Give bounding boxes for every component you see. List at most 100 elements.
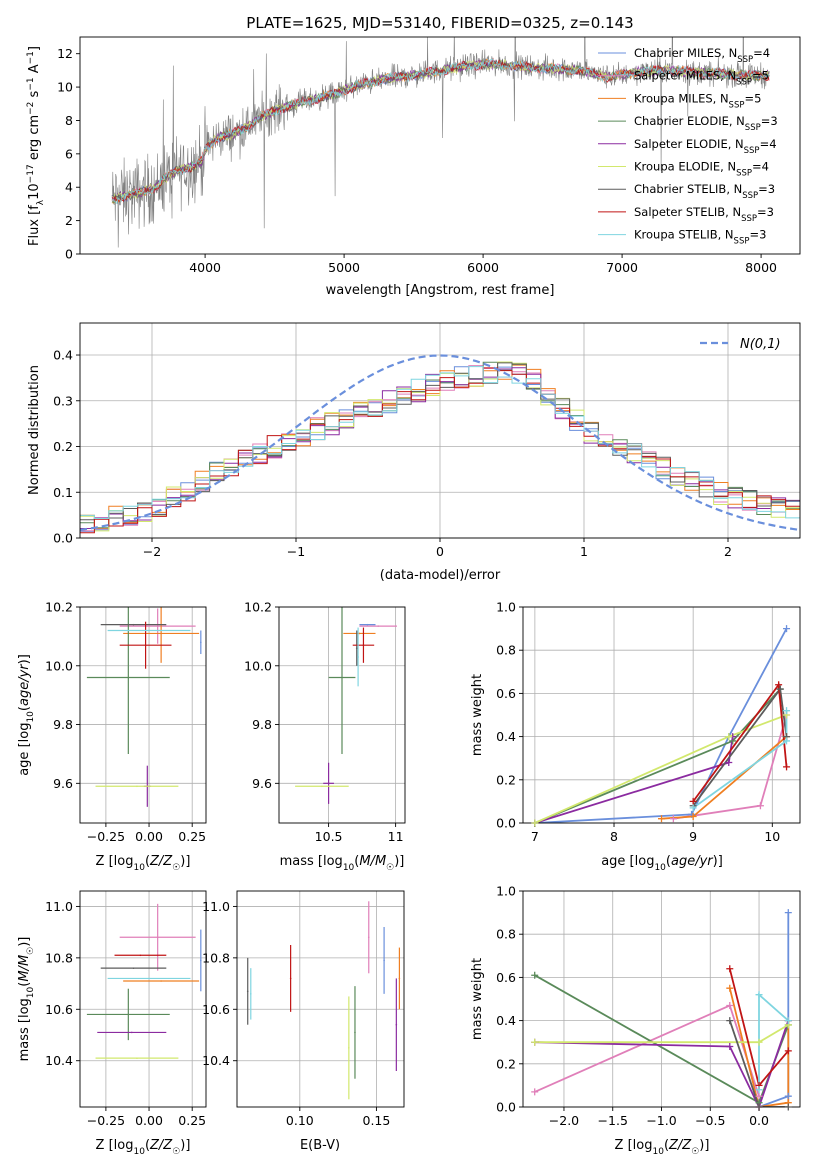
y-tick-label: 9.6	[252, 776, 272, 791]
y-tick-label: 0.4	[496, 1013, 516, 1028]
y-tick-label: 2	[65, 213, 73, 228]
weight-marker-salpeter_elodie	[725, 759, 733, 767]
label-part: )]	[394, 854, 404, 869]
legend-entry-chabrier_miles: Chabrier MILES, NSSP=4	[634, 46, 770, 65]
x-tick-label: 1	[580, 544, 588, 559]
x-tick-label: 0.00	[135, 829, 163, 844]
weight-marker-kroupa_stelib	[755, 1086, 763, 1094]
age-vs-metallicity-panel: −0.25 0.00 0.259.69.810.010.2Z [log10(Z/Z☉…	[17, 600, 207, 873]
mass-vs-ebv-panel: 0.10 0.15 10.4 10.6 10.8 11.0 E(B-V)	[202, 890, 405, 1153]
axes-frame	[79, 36, 801, 255]
x-tick-label: −0.25	[87, 1113, 125, 1128]
y-axis-label: mass [log10(M/M☉)]	[17, 937, 36, 1062]
point-kroupa_miles	[398, 977, 401, 980]
plot-area	[86, 903, 202, 1059]
label-part: age/yr	[17, 663, 32, 706]
weight-marker-chabrier_miles	[783, 625, 791, 633]
label-part: 10	[26, 986, 36, 998]
point-salpeter_stelib	[139, 954, 142, 957]
point-salpeter_elodie	[130, 1031, 133, 1034]
weight-line-salpeter_elodie	[534, 1020, 790, 1107]
axes-frame	[522, 606, 801, 824]
x-tick-label: −0.25	[87, 829, 125, 844]
x-axis-label: mass [log10(M/M☉)]	[280, 854, 405, 873]
x-tick-label: −0.5	[695, 1113, 725, 1128]
weight-marker-salpeter_miles	[756, 802, 764, 810]
axes-frame	[278, 606, 406, 824]
point-chabrier_stelib	[132, 623, 135, 626]
y-tick-label: 10.8	[45, 950, 73, 965]
y-tick-label: 9.8	[252, 717, 272, 732]
label-part: −1	[26, 77, 36, 90]
x-tick-label: 4000	[189, 260, 221, 275]
label-part: mass [log	[17, 998, 32, 1061]
histogram-kroupa_stelib	[80, 366, 800, 519]
y-tick-label: 6	[65, 146, 73, 161]
weight-marker-chabrier_stelib	[755, 1103, 763, 1111]
legend-sub: SSP	[736, 169, 752, 179]
residual-histogram-panel: −2 −1 0 1 2 0.0 0.1 0.2 0.3 0.4 N(0,1) (data-model)…	[27, 322, 801, 583]
legend-sub: SSP	[742, 191, 758, 201]
point-kroupa_miles	[358, 632, 361, 635]
weight-marker-kroupa_elodie	[531, 819, 539, 827]
x-axis-label: Z [log10(Z/Z☉)]	[615, 1138, 710, 1157]
legend-entry-chabrier_stelib: Chabrier STELIB, NSSP=3	[634, 182, 775, 201]
point-chabrier_stelib	[246, 990, 249, 993]
y-tick-label: 0.0	[496, 1100, 516, 1115]
weight-marker-kroupa_stelib	[783, 737, 791, 745]
y-tick-label: 0.4	[53, 348, 73, 363]
point-chabrier_elodie	[354, 1031, 356, 1034]
weight-marker-chabrier_miles	[784, 1092, 792, 1100]
legend-entry-salpeter_elodie: Salpeter ELODIE, NSSP=4	[634, 137, 777, 156]
x-axis-label: Z [log10(Z/Z☉)]	[96, 854, 191, 873]
legend-sub: SSP	[729, 100, 745, 110]
point-chabrier_miles	[200, 641, 202, 644]
x-tick-label: 0.10	[286, 1113, 314, 1128]
y-tick-label: 10.2	[244, 600, 272, 615]
label-part: −2	[26, 102, 36, 115]
label-part: )]	[699, 1138, 709, 1153]
y-tick-label: 10.4	[202, 1053, 230, 1068]
y-tick-label: 0.1	[53, 485, 73, 500]
axes-frame	[79, 606, 207, 824]
y-tick-label: 10.0	[45, 658, 73, 673]
weight-line-salpeter_miles	[673, 714, 788, 820]
label-part: s	[27, 90, 42, 101]
x-axis-label: Z [log10(Z/Z☉)]	[96, 1138, 191, 1157]
weight-marker-chabrier_stelib	[726, 1017, 734, 1025]
x-tick-label: 0.25	[178, 1113, 206, 1128]
y-axis-label: age [log10(age/yr)]	[17, 654, 36, 776]
x-tick-label: 9	[689, 829, 697, 844]
histogram-salpeter_stelib	[80, 367, 800, 534]
label-part: Z/Z	[149, 854, 173, 869]
y-tick-label: 9.6	[53, 776, 73, 791]
label-part: 10	[652, 1147, 664, 1157]
x-tick-label: 0.25	[178, 829, 206, 844]
label-part: (	[354, 854, 359, 869]
weight-marker-kroupa_stelib	[784, 1017, 792, 1025]
legend-main: Kroupa ELODIE, N	[634, 160, 736, 174]
x-tick-label: 6000	[467, 260, 499, 275]
y-tick-label: 10.4	[45, 1053, 73, 1068]
weight-marker-kroupa_miles	[658, 815, 665, 823]
label-part: )]	[17, 654, 32, 664]
point-kroupa_elodie	[136, 1057, 138, 1059]
point-salpeter_miles	[156, 625, 159, 627]
x-axis-label: (data-model)/error	[380, 568, 501, 583]
weight-marker-salpeter_miles	[755, 1092, 763, 1100]
plot-area	[86, 607, 202, 807]
point-chabrier_elodie	[127, 1013, 130, 1016]
legend-tail: =3	[761, 114, 778, 128]
point-chabrier_stelib	[132, 967, 135, 969]
x-tick-label: 10	[764, 829, 780, 844]
y-tick-label: 10.2	[45, 600, 73, 615]
label-part: Flux [f	[27, 205, 42, 246]
y-tick-label: 0.3	[53, 393, 73, 408]
y-tick-label: 0.8	[496, 927, 516, 942]
legend-main: Salpeter STELIB, N	[634, 205, 741, 219]
legend-tail: =4	[752, 160, 769, 174]
label-part: Z/Z	[149, 1138, 173, 1153]
weight-marker-kroupa_stelib	[689, 804, 697, 812]
